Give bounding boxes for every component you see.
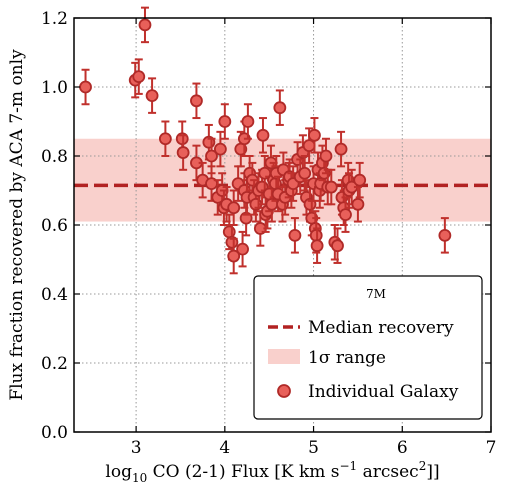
data-point [227,237,241,275]
data-point [205,137,218,175]
ticks-layer: 3 4 5 6 7 0.0 0.2 0.4 0.6 0.8 1.0 1.2 [41,9,496,458]
data-point [334,130,348,168]
y-tick-label: 0.2 [41,354,68,374]
legend-point-label: Individual Galaxy [308,382,459,402]
x-tick-label: 6 [397,438,408,458]
legend-point-swatch [277,384,291,398]
data-point [176,134,190,171]
y-tick-label: 0.6 [41,216,68,236]
point-marker [298,166,312,180]
x-axis-label-part-a: CO (2-1) Flux [K km s [147,462,339,482]
point-marker [176,146,190,159]
x-axis-label-end: ]] [426,462,439,482]
point-marker [236,242,249,256]
legend-title: 7M [366,287,386,301]
point-marker [227,201,241,215]
data-point [227,189,241,226]
point-marker [302,139,316,153]
legend-median-label: Median recovery [308,318,454,338]
legend: 7M Median recovery 1σ range Individual G… [253,275,483,420]
x-tick-label: 4 [219,438,230,458]
data-point [190,82,203,120]
point-marker [351,197,365,211]
legend-range-label: 1σ range [308,348,386,368]
data-point [351,186,365,223]
point-marker [79,80,92,94]
data-point [288,217,302,254]
x-axis-label-log: log [105,462,132,482]
y-tick-label: 1.2 [41,9,68,29]
x-axis-label-part-b: arcsec [357,462,419,482]
data-point [438,217,452,254]
legend-range-symbol: 1σ [308,348,331,368]
y-tick-label: 0.4 [41,285,68,305]
data-point [353,161,367,199]
point-marker [353,173,367,187]
data-point [213,130,227,168]
point-marker [308,128,321,142]
y-tick-label: 0.0 [41,423,68,443]
axis-labels-layer: Flux fraction recovered by ACA 7-m only … [7,49,440,485]
data-point [138,6,152,44]
data-point [324,168,338,206]
point-marker [438,228,452,242]
legend-band-swatch [268,349,300,364]
legend-range-rest: range [330,348,386,368]
point-marker [319,149,333,163]
data-point [331,227,344,264]
data-point [236,230,249,268]
data-point [145,77,159,114]
point-marker [205,149,218,163]
x-axis-label-exp-b: 2 [419,459,427,473]
point-marker [288,228,302,242]
x-tick-label: 5 [308,438,319,458]
data-point [132,58,146,95]
legend-box [253,275,483,420]
data-point [339,196,352,233]
point-marker [256,128,270,142]
y-tick-label: 1.0 [41,78,68,98]
point-marker [331,239,344,253]
x-axis-label-exp-a: −1 [340,459,358,473]
data-point [256,117,270,154]
data-point [286,165,300,202]
point-marker [310,239,324,253]
point-marker [227,249,241,263]
y-axis-label: Flux fraction recovered by ACA 7-m only [7,49,27,401]
x-axis-label: log10 CO (2-1) Flux [K km s−1 arcsec2]] [105,459,439,485]
point-marker [158,132,172,146]
data-point [273,89,287,126]
point-marker [339,208,352,222]
point-marker [218,115,232,128]
point-marker [273,101,287,115]
point-marker [145,89,159,103]
x-tick-label: 3 [131,438,142,458]
data-point [241,103,255,140]
point-marker [190,94,203,108]
point-marker [138,18,152,32]
data-point [319,137,333,175]
point-marker [241,115,255,128]
data-point [218,103,232,140]
point-marker [213,142,227,156]
point-marker [334,142,348,156]
x-tick-label: 7 [486,438,497,458]
data-point [158,120,172,157]
data-point [310,227,324,264]
y-tick-label: 0.8 [41,147,68,167]
point-marker [222,225,236,239]
data-point [79,68,92,106]
point-marker [132,70,146,84]
x-axis-label-sub: 10 [132,471,147,485]
points-layer [79,6,452,275]
point-marker [324,180,338,194]
